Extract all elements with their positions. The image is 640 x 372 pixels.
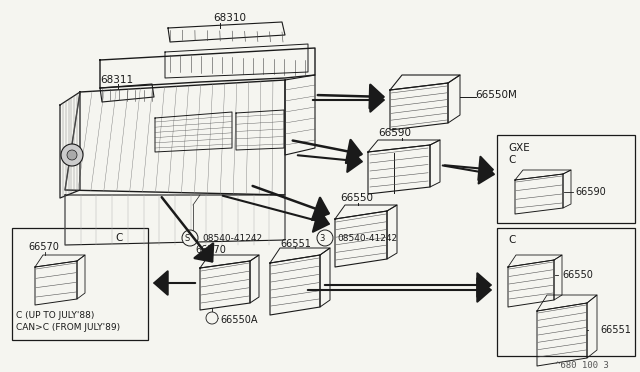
Text: C: C <box>508 155 515 165</box>
Text: C: C <box>115 233 122 243</box>
Text: 3: 3 <box>319 234 324 243</box>
Text: CAN>C (FROM JULY'89): CAN>C (FROM JULY'89) <box>16 324 120 333</box>
Circle shape <box>317 230 333 246</box>
Bar <box>12 228 148 340</box>
Bar <box>497 228 635 356</box>
Text: 08540-41242: 08540-41242 <box>202 234 262 243</box>
Text: 66590: 66590 <box>378 128 411 138</box>
Circle shape <box>61 144 83 166</box>
Text: 68310: 68310 <box>213 13 246 23</box>
Circle shape <box>67 150 77 160</box>
Text: C (UP TO JULY'88): C (UP TO JULY'88) <box>16 311 94 320</box>
Text: S: S <box>184 234 189 243</box>
Circle shape <box>182 230 198 246</box>
Bar <box>497 135 635 223</box>
Text: 68311: 68311 <box>100 75 133 85</box>
Text: 66590: 66590 <box>575 187 605 197</box>
Circle shape <box>206 312 218 324</box>
Text: 66551: 66551 <box>280 239 311 249</box>
Text: 66550: 66550 <box>340 193 373 203</box>
Text: 66550M: 66550M <box>475 90 517 100</box>
Text: ^680 100 3: ^680 100 3 <box>555 360 609 369</box>
Text: 66550: 66550 <box>562 270 593 280</box>
Text: GXE: GXE <box>508 143 530 153</box>
Text: 08540-41242: 08540-41242 <box>337 234 397 243</box>
Text: 66570: 66570 <box>28 242 59 252</box>
Text: 66551: 66551 <box>600 325 631 335</box>
Text: 66550A: 66550A <box>220 315 257 325</box>
Text: C: C <box>508 235 515 245</box>
Text: 66570: 66570 <box>195 245 226 255</box>
